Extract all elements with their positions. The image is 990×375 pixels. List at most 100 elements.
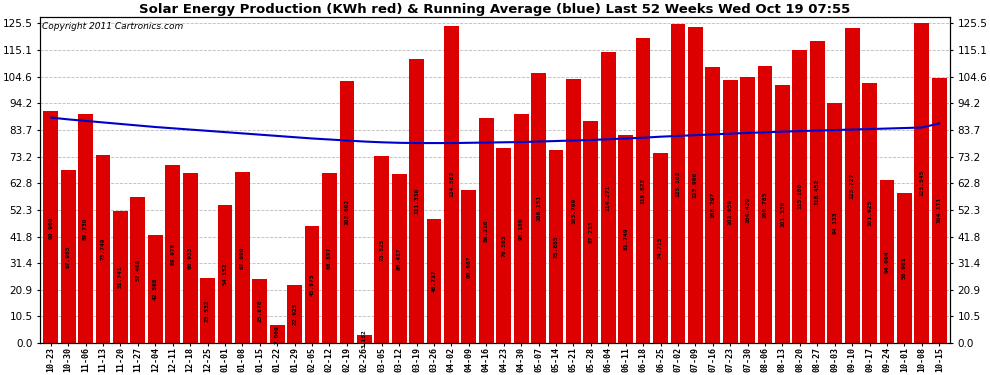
Bar — [741, 77, 755, 343]
Text: 119.822: 119.822 — [641, 177, 645, 204]
Text: 125.545: 125.545 — [920, 170, 925, 196]
Bar — [183, 172, 198, 343]
Bar — [131, 196, 146, 343]
Text: 103.059: 103.059 — [728, 199, 733, 225]
Text: 90.900: 90.900 — [49, 216, 53, 238]
Bar — [357, 335, 371, 343]
Text: 45.875: 45.875 — [310, 273, 315, 296]
Text: 108.783: 108.783 — [762, 191, 767, 217]
Bar — [340, 81, 354, 343]
Text: 66.897: 66.897 — [327, 247, 332, 269]
Bar — [723, 81, 738, 343]
Text: 54.152: 54.152 — [223, 263, 228, 285]
Text: 69.978: 69.978 — [170, 243, 175, 265]
Text: 124.582: 124.582 — [448, 171, 454, 198]
Bar — [879, 180, 894, 343]
Bar — [844, 28, 859, 343]
Bar — [932, 78, 946, 343]
Bar — [479, 118, 494, 343]
Bar — [165, 165, 180, 343]
Text: 114.271: 114.271 — [606, 184, 611, 211]
Bar — [828, 103, 842, 343]
Text: 60.007: 60.007 — [466, 255, 471, 278]
Bar — [636, 38, 650, 343]
Text: 90.100: 90.100 — [519, 217, 524, 240]
Text: 3.152: 3.152 — [361, 330, 367, 348]
Text: 64.094: 64.094 — [884, 250, 889, 273]
Bar — [374, 156, 389, 343]
Text: 106.151: 106.151 — [536, 195, 542, 221]
Text: 25.078: 25.078 — [257, 300, 262, 322]
Text: 73.525: 73.525 — [379, 238, 384, 261]
Bar — [392, 174, 407, 343]
Bar — [496, 148, 511, 343]
Bar — [897, 193, 912, 343]
Bar — [757, 66, 772, 343]
Text: 123.906: 123.906 — [693, 172, 698, 198]
Bar — [305, 226, 320, 343]
Text: 42.598: 42.598 — [152, 278, 157, 300]
Text: 115.180: 115.180 — [797, 183, 802, 210]
Bar — [60, 170, 75, 343]
Text: 48.737: 48.737 — [432, 270, 437, 292]
Bar — [601, 52, 616, 343]
Bar — [653, 153, 668, 343]
Text: 103.709: 103.709 — [571, 198, 576, 224]
Bar — [218, 205, 233, 343]
Text: 111.330: 111.330 — [414, 188, 419, 214]
Bar — [96, 155, 111, 343]
Bar — [532, 73, 545, 343]
Bar — [252, 279, 267, 343]
Bar — [200, 278, 215, 343]
Bar — [427, 219, 442, 343]
Text: 67.985: 67.985 — [65, 245, 70, 268]
Bar — [792, 50, 807, 343]
Bar — [862, 83, 877, 343]
Text: 51.741: 51.741 — [118, 266, 123, 288]
Text: 66.933: 66.933 — [188, 246, 193, 269]
Text: 108.297: 108.297 — [710, 192, 715, 218]
Text: 67.090: 67.090 — [240, 246, 245, 269]
Bar — [445, 26, 458, 343]
Bar — [78, 114, 93, 343]
Text: 75.885: 75.885 — [553, 235, 558, 258]
Bar — [322, 172, 337, 343]
Text: 22.925: 22.925 — [292, 303, 297, 325]
Bar — [287, 285, 302, 343]
Bar — [409, 59, 424, 343]
Text: 94.133: 94.133 — [833, 212, 838, 234]
Bar — [775, 85, 790, 343]
Text: 104.429: 104.429 — [745, 197, 750, 223]
Text: 88.216: 88.216 — [484, 219, 489, 242]
Text: 7.009: 7.009 — [275, 325, 280, 344]
Bar — [514, 114, 529, 343]
Bar — [688, 27, 703, 343]
Title: Solar Energy Production (KWh red) & Running Average (blue) Last 52 Weeks Wed Oct: Solar Energy Production (KWh red) & Runn… — [140, 3, 850, 16]
Bar — [148, 234, 162, 343]
Text: 118.452: 118.452 — [815, 179, 820, 205]
Bar — [705, 67, 720, 343]
Text: 74.715: 74.715 — [658, 237, 663, 259]
Text: 87.233: 87.233 — [588, 220, 593, 243]
Text: 104.171: 104.171 — [937, 197, 941, 223]
Bar — [670, 24, 685, 343]
Text: Copyright 2011 Cartronics.com: Copyright 2011 Cartronics.com — [43, 22, 183, 31]
Text: 73.749: 73.749 — [101, 238, 106, 260]
Bar — [619, 135, 633, 343]
Text: 57.469: 57.469 — [136, 259, 141, 281]
Text: 58.981: 58.981 — [902, 256, 907, 279]
Text: 76.583: 76.583 — [501, 234, 506, 257]
Bar — [113, 211, 128, 343]
Bar — [810, 41, 825, 343]
Bar — [583, 121, 598, 343]
Text: 89.730: 89.730 — [83, 217, 88, 240]
Bar — [270, 325, 285, 343]
Bar — [461, 190, 476, 343]
Text: 101.925: 101.925 — [867, 200, 872, 226]
Bar — [915, 23, 930, 343]
Text: 81.749: 81.749 — [623, 228, 629, 250]
Bar — [548, 150, 563, 343]
Text: 125.102: 125.102 — [675, 171, 680, 197]
Text: 102.692: 102.692 — [345, 199, 349, 225]
Text: 25.532: 25.532 — [205, 299, 210, 322]
